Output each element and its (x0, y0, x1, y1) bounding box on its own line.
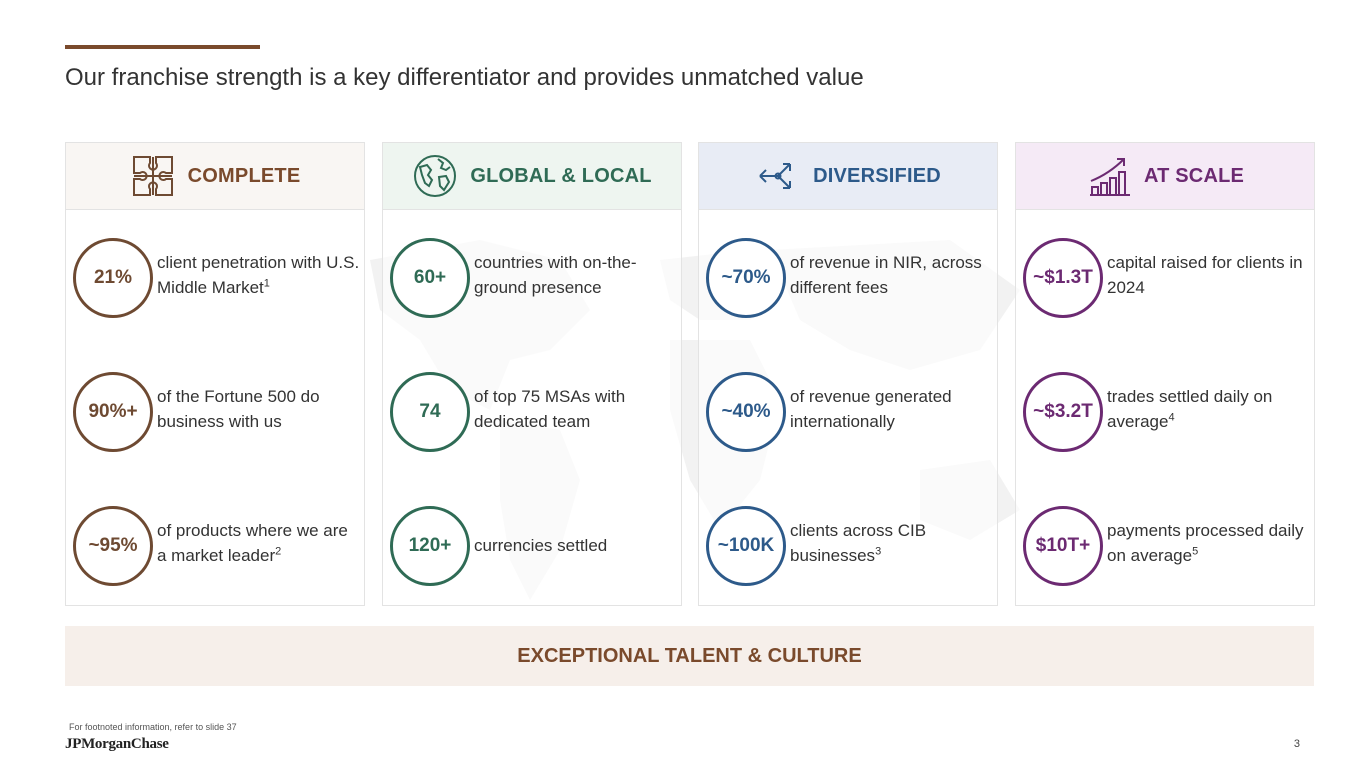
puzzle-icon (130, 153, 176, 199)
footnote-marker: 5 (1192, 545, 1199, 558)
stat-item: ~$1.3T capital raised for clients in 202… (1023, 238, 1313, 320)
diverging-arrows-icon (755, 153, 801, 199)
column-heading: DIVERSIFIED (813, 164, 941, 187)
brand-logo: JPMorganChase (65, 736, 169, 752)
stat-description: currencies settled (474, 536, 608, 555)
stat-value: 120+ (390, 506, 470, 586)
stat-description: of revenue in NIR, across different fees (790, 253, 982, 297)
column-header: COMPLETE (66, 143, 364, 210)
column-header: AT SCALE (1016, 143, 1314, 210)
stat-description: countries with on-the-ground presence (474, 253, 637, 297)
stat-item: ~$3.2T trades settled daily on average4 (1023, 372, 1313, 454)
stat-description: payments processed daily on average5 (1107, 521, 1304, 565)
talent-culture-banner: EXCEPTIONAL TALENT & CULTURE (65, 626, 1314, 686)
stat-description: of the Fortune 500 do business with us (157, 387, 320, 431)
growth-chart-icon (1086, 153, 1132, 199)
stat-item: ~100K clients across CIB businesses3 (706, 506, 996, 588)
stat-value: ~40% (706, 372, 786, 452)
column-header: GLOBAL & LOCAL (383, 143, 681, 210)
stat-description: of top 75 MSAs with dedicated team (474, 387, 626, 431)
stat-item: 74 of top 75 MSAs with dedicated team (390, 372, 680, 454)
stat-value: 74 (390, 372, 470, 452)
footnote-marker: 4 (1168, 411, 1175, 424)
stat-item: 60+ countries with on-the-ground presenc… (390, 238, 680, 320)
stat-value: 60+ (390, 238, 470, 318)
stat-value: ~70% (706, 238, 786, 318)
column-header: DIVERSIFIED (699, 143, 997, 210)
stat-item: 120+ currencies settled (390, 506, 680, 588)
stat-item: 21% client penetration with U.S. Middle … (73, 238, 363, 320)
column-complete: COMPLETE 21% client penetration with U.S… (65, 142, 365, 606)
stat-value: ~$1.3T (1023, 238, 1103, 318)
page-number: 3 (1293, 738, 1300, 750)
stat-value: $10T+ (1023, 506, 1103, 586)
stat-description: of products where we are a market leader… (157, 521, 348, 565)
column-diversified: DIVERSIFIED ~70% of revenue in NIR, acro… (698, 142, 998, 606)
stat-item: ~40% of revenue generated internationall… (706, 372, 996, 454)
stat-item: 90%+ of the Fortune 500 do business with… (73, 372, 363, 454)
column-global-local: GLOBAL & LOCAL 60+ countries with on-the… (382, 142, 682, 606)
stat-value: 90%+ (73, 372, 153, 452)
slide-title: Our franchise strength is a key differen… (65, 64, 864, 91)
title-accent-rule (65, 45, 260, 49)
footnote-marker: 2 (275, 545, 282, 558)
column-at-scale: AT SCALE ~$1.3T capital raised for clien… (1015, 142, 1315, 606)
stat-description: capital raised for clients in 2024 (1107, 253, 1303, 297)
stat-item: $10T+ payments processed daily on averag… (1023, 506, 1313, 588)
footnote-text: For footnoted information, refer to slid… (69, 722, 237, 732)
stat-value: ~100K (706, 506, 786, 586)
stat-item: ~95% of products where we are a market l… (73, 506, 363, 588)
stat-description: of revenue generated internationally (790, 387, 952, 431)
stat-item: ~70% of revenue in NIR, across different… (706, 238, 996, 320)
stat-value: ~$3.2T (1023, 372, 1103, 452)
stat-description: clients across CIB businesses3 (790, 521, 927, 565)
stat-value: 21% (73, 238, 153, 318)
stat-description: trades settled daily on average4 (1107, 387, 1273, 431)
stat-description: client penetration with U.S. Middle Mark… (157, 253, 360, 297)
column-heading: COMPLETE (187, 164, 301, 187)
column-heading: AT SCALE (1143, 164, 1245, 187)
column-heading: GLOBAL & LOCAL (470, 164, 652, 187)
globe-icon (412, 153, 458, 199)
footnote-marker: 1 (263, 277, 270, 290)
stat-value: ~95% (73, 506, 153, 586)
footnote-marker: 3 (875, 545, 882, 558)
